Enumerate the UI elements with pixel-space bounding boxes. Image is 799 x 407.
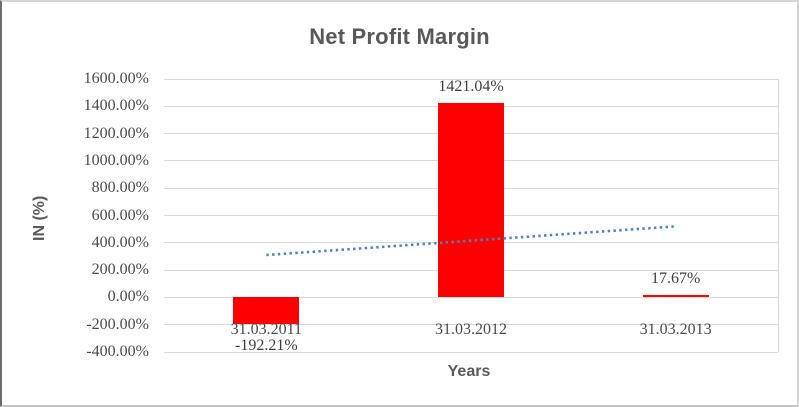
plot-right-border [778,79,779,352]
category-label: 31.03.2013 [639,321,712,338]
y-tick-label: 1200.00% [83,124,149,142]
y-tick-label: -400.00% [86,343,149,360]
bar-31.03.2013 [642,294,709,298]
y-tick-label: 800.00% [91,179,149,197]
y-tick-label: 600.00% [91,206,149,224]
category-label: 31.03.2012 [435,321,507,338]
gridline [164,351,778,353]
y-tick-label: 1400.00% [83,97,149,115]
bar-31.03.2012 [438,103,504,298]
y-tick-label: -200.00% [86,315,149,333]
gridline [164,296,778,298]
y-tick-label: 200.00% [91,261,149,279]
y-tick-label: 1600.00% [83,70,149,87]
gridline [164,324,778,326]
bar-31.03.2011 [233,297,300,324]
x-axis-title: Years [447,363,491,380]
category-label: 31.03.2011 [230,321,303,338]
data-label: 17.67% [650,269,701,287]
gridline [164,78,778,80]
data-label: 1421.04% [438,78,504,96]
y-tick-label: 1000.00% [83,151,149,169]
y-tick-label: 400.00% [91,233,149,251]
data-label: -192.21% [235,337,298,354]
chart-title: Net Profit Margin [309,24,490,49]
y-tick-label: 0.00% [107,288,149,306]
